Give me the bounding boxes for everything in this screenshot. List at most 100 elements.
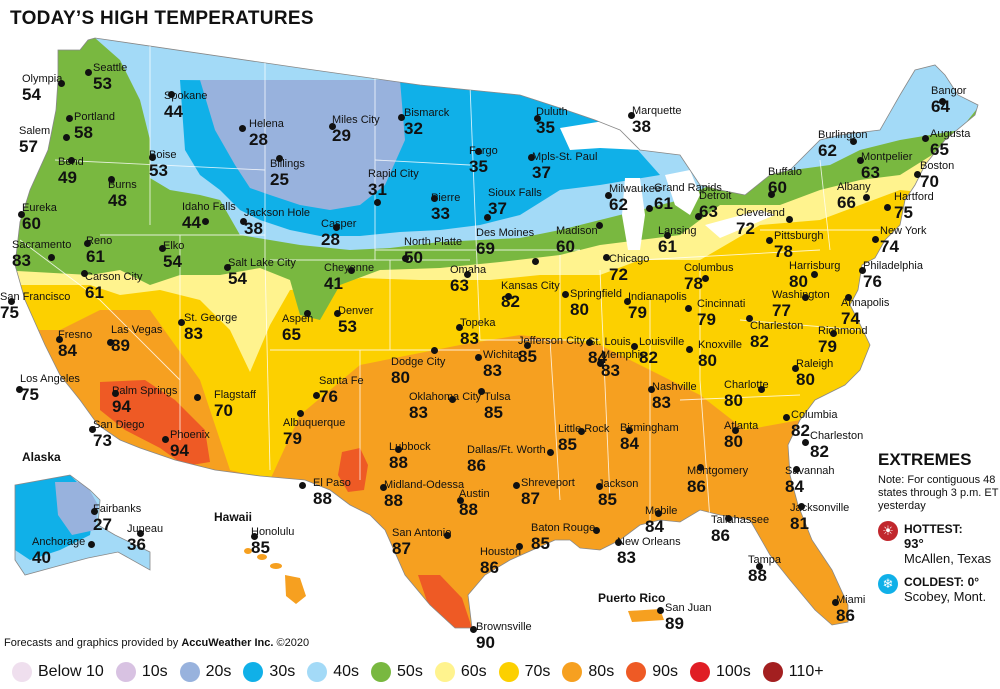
city-dot (914, 171, 921, 178)
city-name: Las Vegas (111, 324, 163, 336)
lake-huron (665, 170, 700, 215)
city-name: Sioux Falls (488, 187, 542, 199)
city-name: Topeka (460, 317, 496, 329)
city-label: Idaho Falls 44 (182, 202, 236, 232)
city-dot (516, 543, 523, 550)
city-label: Helena 28 (249, 119, 284, 149)
city-dot (657, 607, 664, 614)
city-name: North Platte (404, 236, 463, 248)
city-temp: 85 (484, 403, 503, 422)
city-label: Springfield 80 (570, 289, 622, 319)
city-temp: 89 (111, 336, 130, 355)
city-name: Montgomery (687, 465, 749, 477)
city-dot (646, 205, 653, 212)
city-temp: 84 (620, 434, 639, 453)
city-label: Miles City 29 (332, 115, 380, 145)
city-dot (457, 497, 464, 504)
city-temp: 54 (22, 85, 41, 104)
city-dot (534, 115, 541, 122)
city-temp: 57 (19, 137, 38, 156)
extremes-note: Note: For contiguous 48 states through 3… (878, 474, 999, 512)
hottest-value: 93° (904, 536, 924, 551)
city-dot (884, 204, 891, 211)
city-temp: 36 (127, 535, 146, 554)
city-label: Dallas/Ft. Worth 86 (467, 445, 546, 475)
city-temp: 88 (313, 489, 332, 508)
city-label: Nashville 83 (652, 382, 697, 412)
map-title: TODAY’S HIGH TEMPERATURES (10, 8, 314, 29)
city-temp: 81 (790, 514, 809, 533)
city-label: Fresno 84 (58, 330, 92, 360)
city-name: San Francisco (0, 291, 71, 303)
city-name: Washington (772, 289, 830, 301)
city-dot (431, 195, 438, 202)
city-label: Louisville 82 (639, 337, 684, 367)
city-temp: 63 (861, 163, 880, 182)
city-temp: 86 (836, 606, 855, 625)
city-temp: 35 (469, 157, 488, 176)
legend-item: Below 10 (12, 662, 104, 682)
city-dot (464, 271, 471, 278)
legend-label: 90s (652, 663, 678, 680)
city-temp: 83 (601, 361, 620, 380)
city-dot (725, 515, 732, 522)
city-dot (702, 275, 709, 282)
city-temp: 85 (558, 435, 577, 454)
legend-item: 10s (115, 662, 168, 682)
city-name: Billings (270, 158, 305, 170)
legend-label: 70s (524, 663, 551, 680)
city-name: Raleigh (796, 358, 834, 370)
city-name: Detroit (699, 190, 732, 202)
city-name: Honolulu (251, 526, 295, 538)
city-dot (686, 346, 693, 353)
city-temp: 25 (270, 170, 289, 189)
city-label: Bangor 64 (931, 86, 966, 116)
city-temp: 82 (501, 292, 520, 311)
city-temp: 79 (697, 310, 716, 329)
city-label: Houston 86 (480, 547, 521, 577)
lake-erie (705, 210, 775, 238)
city-dot (626, 427, 633, 434)
city-temp: 80 (391, 368, 410, 387)
city-dot (798, 503, 805, 510)
coldest-place: Scobey, Mont. (904, 589, 987, 604)
city-temp: 82 (810, 442, 829, 461)
city-name: Austin (459, 488, 490, 500)
city-label: Sacramento 83 (12, 240, 71, 270)
city-dot (91, 508, 98, 515)
city-name: Philadelphia (863, 260, 923, 272)
city-temp: 53 (338, 317, 357, 336)
city-dot (395, 446, 402, 453)
city-temp: 72 (609, 265, 628, 284)
city-name: Milwaukee (609, 183, 661, 195)
city-temp: 58 (74, 123, 93, 142)
city-name: Albany (837, 181, 871, 193)
city-dot (112, 390, 119, 397)
city-label: San Antonio 87 (392, 528, 451, 558)
legend-label: 20s (205, 663, 232, 680)
city-temp: 53 (93, 74, 112, 93)
city-name: Mobile (645, 505, 678, 517)
city-dot (398, 114, 405, 121)
city-dot (334, 310, 341, 317)
city-dot (756, 563, 763, 570)
city-label: San Juan 89 (665, 603, 711, 633)
city-name: Bend (58, 156, 84, 168)
city-temp: 85 (518, 347, 537, 366)
city-dot (48, 254, 55, 261)
city-temp: 85 (598, 490, 617, 509)
city-dot (786, 216, 793, 223)
city-dot (648, 386, 655, 393)
city-name: Boise (149, 149, 177, 161)
city-dot (578, 428, 585, 435)
alaska-label: Alaska (22, 450, 61, 464)
city-label: Mobile 84 (645, 505, 678, 536)
city-dot (475, 354, 482, 361)
city-dot (562, 291, 569, 298)
city-label: Rapid City 31 (368, 169, 419, 199)
city-name: Wichita (483, 349, 520, 361)
legend-swatch (307, 662, 328, 682)
city-dot (758, 386, 765, 393)
city-dot (251, 533, 258, 540)
legend-label: Below 10 (38, 663, 104, 680)
